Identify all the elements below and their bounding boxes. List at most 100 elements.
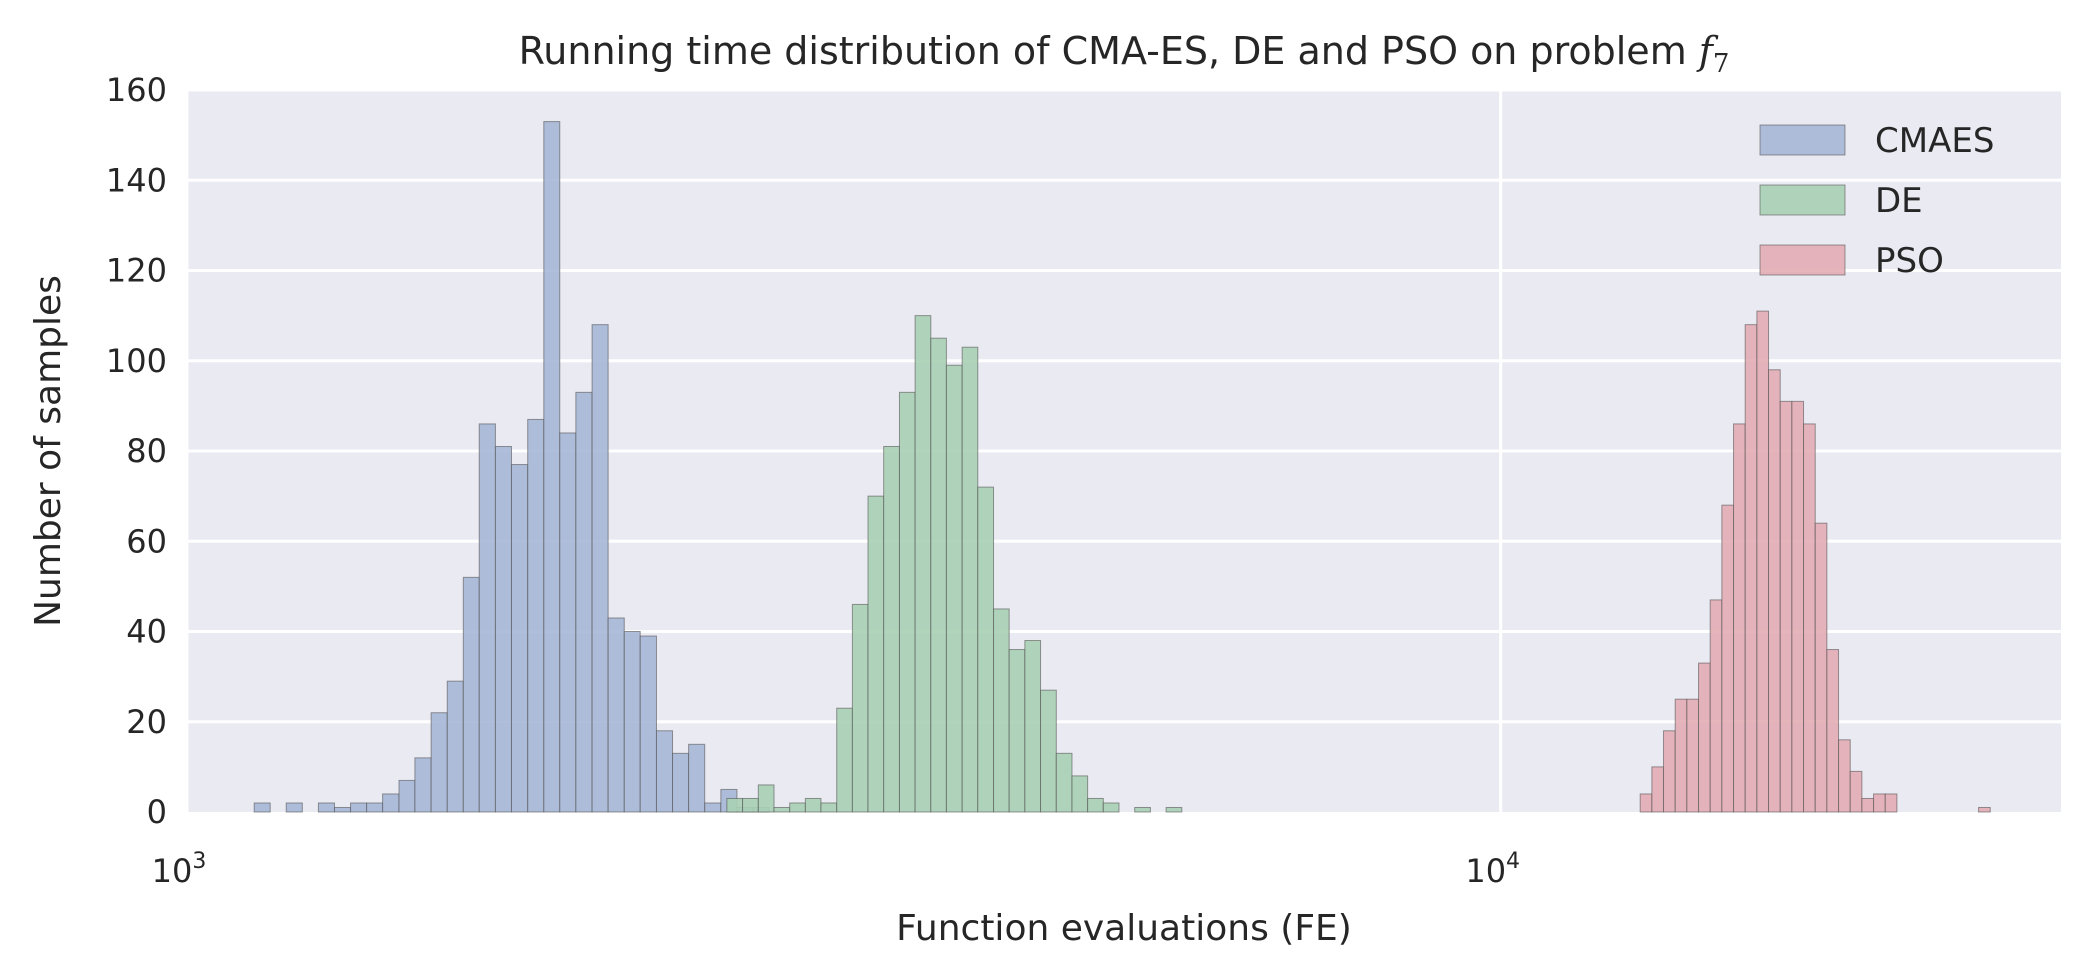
- legend-item-de: DE: [1759, 181, 1923, 221]
- bar: [1071, 775, 1089, 813]
- bar: [820, 802, 838, 813]
- bar: [945, 364, 963, 813]
- bar: [655, 730, 674, 813]
- bar: [430, 712, 448, 813]
- y-tick-label: 0: [147, 793, 167, 831]
- bar: [1838, 739, 1851, 813]
- legend-label: PSO: [1875, 241, 1944, 281]
- bar: [688, 743, 706, 813]
- bar: [1040, 689, 1057, 813]
- bar: [1024, 640, 1042, 813]
- legend-swatch: [1759, 184, 1846, 216]
- y-tick-label: 100: [106, 342, 167, 380]
- bar: [977, 486, 995, 813]
- bar: [1978, 806, 1991, 813]
- bar: [961, 346, 979, 813]
- bar: [253, 802, 271, 813]
- bar: [1698, 662, 1711, 813]
- bar: [1873, 793, 1886, 813]
- bar: [478, 423, 496, 813]
- bar: [1055, 752, 1073, 813]
- bar: [1791, 400, 1805, 813]
- bar: [789, 802, 806, 813]
- bar: [1744, 324, 1758, 813]
- bar: [398, 779, 416, 813]
- y-tick-labels: 0 20 40 60 80 100 120 140 160: [106, 71, 167, 831]
- bar: [591, 324, 609, 813]
- bar: [414, 757, 432, 813]
- bar: [1102, 802, 1120, 813]
- bar: [1884, 793, 1898, 813]
- bar: [1008, 649, 1026, 813]
- bar: [1803, 423, 1816, 813]
- bar: [930, 337, 947, 813]
- bar: [757, 784, 775, 813]
- bar: [1651, 766, 1665, 813]
- bar: [1639, 793, 1653, 813]
- bar: [510, 464, 529, 813]
- bar: [446, 680, 464, 813]
- bar: [462, 576, 480, 813]
- histogram-bars: [253, 121, 1991, 813]
- x-tick-labels: 103 104: [152, 849, 1520, 890]
- bar: [1686, 698, 1700, 813]
- y-tick-label: 140: [106, 161, 167, 199]
- y-tick-label: 60: [126, 522, 167, 560]
- bar: [1779, 400, 1793, 813]
- bar: [575, 391, 593, 813]
- legend-item-pso: PSO: [1759, 241, 1944, 281]
- bar: [1721, 504, 1735, 813]
- bar: [1814, 522, 1828, 813]
- bar: [672, 752, 690, 813]
- bar: [494, 445, 512, 813]
- series-de: [726, 315, 1183, 813]
- bar: [543, 121, 561, 813]
- bar: [350, 802, 368, 813]
- bar: [1756, 310, 1770, 813]
- legend-label: DE: [1875, 181, 1923, 221]
- bar: [366, 802, 384, 813]
- bar: [623, 631, 641, 813]
- y-tick-label: 20: [126, 703, 167, 741]
- bar: [898, 391, 916, 813]
- bar: [867, 495, 885, 813]
- y-tick-label: 80: [126, 432, 167, 470]
- bar: [914, 315, 932, 813]
- bar: [804, 797, 822, 813]
- bar: [333, 806, 352, 813]
- chart-title: Running time distribution of CMA-ES, DE …: [519, 29, 1730, 79]
- legend-swatch: [1759, 244, 1846, 276]
- bar: [1826, 649, 1840, 813]
- bar: [1087, 797, 1104, 813]
- legend-label: CMAES: [1875, 121, 1994, 161]
- bar: [317, 802, 335, 813]
- bar: [1165, 806, 1183, 813]
- legend-item-cmaes: CMAES: [1759, 121, 1994, 161]
- legend-swatch: [1759, 124, 1846, 156]
- y-tick-label: 40: [126, 613, 167, 651]
- y-axis-label: Number of samples: [28, 275, 69, 627]
- bar: [607, 617, 625, 813]
- bar: [1849, 770, 1863, 813]
- bar: [285, 802, 303, 813]
- bar: [883, 445, 900, 813]
- x-tick-label: 103: [152, 849, 207, 890]
- bar: [773, 806, 791, 813]
- bar: [836, 707, 853, 813]
- bar: [1861, 797, 1875, 813]
- bar: [1663, 730, 1676, 813]
- bar: [704, 802, 722, 813]
- legend: CMAES DE PSO: [1759, 121, 1994, 281]
- bar: [639, 635, 657, 813]
- bar: [851, 603, 869, 813]
- bar: [527, 418, 545, 813]
- y-tick-label: 120: [106, 252, 167, 290]
- x-axis-label: Function evaluations (FE): [896, 908, 1352, 949]
- bar: [1768, 369, 1781, 813]
- bar: [1134, 806, 1151, 813]
- series-cmaes: [253, 121, 770, 813]
- bar: [993, 608, 1010, 813]
- bar: [559, 432, 577, 813]
- bar: [742, 797, 759, 813]
